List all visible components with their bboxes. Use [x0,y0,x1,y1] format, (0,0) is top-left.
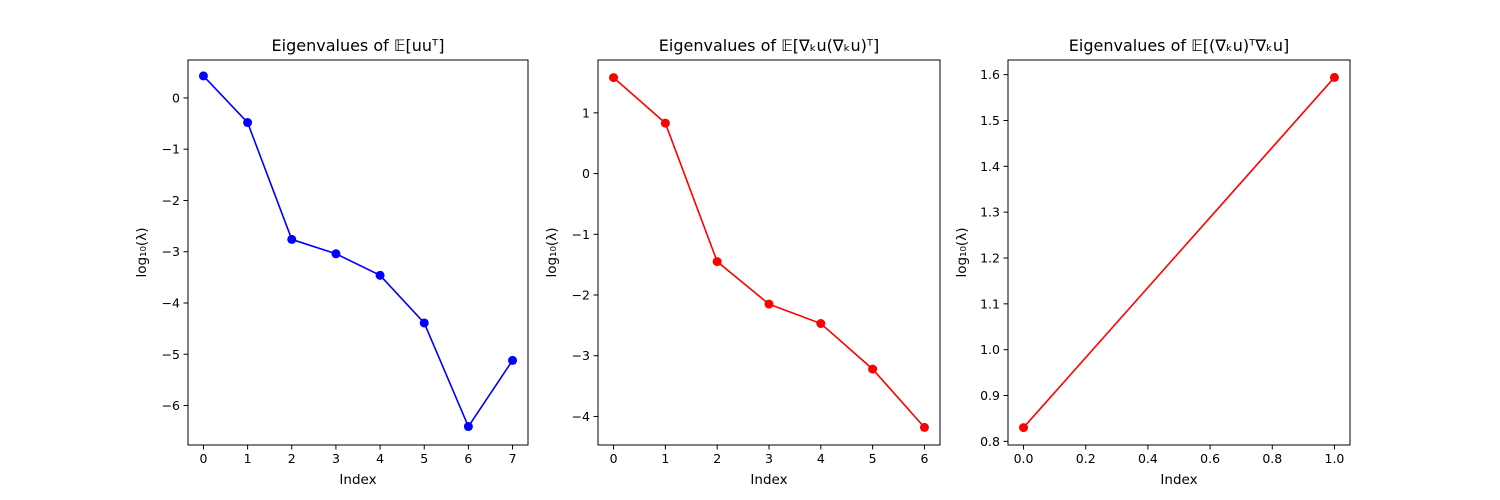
x-tick-label: 1.0 [1325,451,1345,466]
y-tick-label: −2 [162,193,180,208]
series-line [202,75,514,429]
y-tick-label: 0 [172,90,180,105]
data-point [463,422,473,432]
x-tick-label: 0.2 [1076,451,1096,466]
data-point [287,234,297,244]
plot-title: Eigenvalues of 𝔼[∇ₖu(∇ₖu)ᵀ] [659,36,879,55]
x-tick-label: 0.8 [1262,451,1282,466]
x-tick-label: 0.6 [1200,451,1220,466]
x-tick-label: 5 [869,451,877,466]
y-tick-label: 1 [582,105,590,120]
y-tick-label: 1.5 [980,113,1000,128]
y-tick-label: 1.1 [980,296,1000,311]
data-point [331,249,341,259]
x-tick-label: 2 [713,451,721,466]
y-tick-label: 1.2 [980,251,1000,266]
y-axis-label: log₁₀(λ) [954,228,970,278]
y-tick-label: 1.4 [980,159,1000,174]
x-tick-label: 4 [817,451,825,466]
x-tick-label: 2 [288,451,296,466]
y-tick-label: 0 [582,166,590,181]
x-tick-label: 3 [332,451,340,466]
series-line [1022,76,1336,429]
x-tick-label: 4 [376,451,384,466]
data-point [508,355,518,365]
y-tick-label: −2 [572,288,590,303]
y-axis-label: log₁₀(λ) [544,228,560,278]
axes-frame [187,59,529,446]
x-tick-label: 0.0 [1014,451,1034,466]
y-tick-label: −3 [162,244,180,259]
eigenvalues-uu-plot: Eigenvalues of 𝔼[uuᵀ] Index log₁₀(λ) 0 1 2… [134,36,529,488]
y-axis-label: log₁₀(λ) [134,228,150,278]
plot-title: Eigenvalues of 𝔼[(∇ₖu)ᵀ∇ₖu] [1069,36,1289,55]
data-point [198,71,208,81]
data-point [816,319,826,329]
plot-title: Eigenvalues of 𝔼[uuᵀ] [272,36,445,55]
y-tick-label: 1.3 [980,205,1000,220]
data-point [868,364,878,374]
x-tick-label: 3 [765,451,773,466]
y-tick-label: 0.9 [980,388,1000,403]
data-point [712,257,722,267]
data-point [660,118,670,128]
x-tick-label: 1 [661,451,669,466]
x-tick-label: 6 [920,451,928,466]
data-point [919,422,929,432]
eigenvalues-grad-outer-plot: Eigenvalues of 𝔼[∇ₖu(∇ₖu)ᵀ] Index log₁₀(… [544,36,941,488]
y-tick-label: −5 [162,347,180,362]
data-point [375,270,385,280]
eigenvalues-grad-inner-plot: Eigenvalues of 𝔼[(∇ₖu)ᵀ∇ₖu] Index log₁₀(… [954,36,1351,488]
x-axis-label: Index [750,472,787,488]
x-tick-label: 0 [610,451,618,466]
y-tick-label: −1 [572,227,590,242]
axes-frame [1007,59,1351,446]
y-tick-label: −3 [572,348,590,363]
y-tick-label: 1.0 [980,342,1000,357]
data-point [419,318,429,328]
x-axis-label: Index [339,472,376,488]
x-tick-label: 0 [199,451,207,466]
y-tick-label: 1.6 [980,67,1000,82]
y-tick-label: −1 [162,142,180,157]
x-tick-label: 0.4 [1138,451,1158,466]
data-point [1329,72,1339,82]
x-tick-label: 6 [464,451,472,466]
x-tick-label: 1 [244,451,252,466]
y-tick-label: 0.8 [980,434,1000,449]
x-tick-label: 5 [420,451,428,466]
data-point [1019,423,1029,433]
y-tick-label: −4 [572,409,590,424]
x-axis-label: Index [1160,472,1197,488]
y-tick-label: −4 [162,295,180,310]
data-point [609,73,619,83]
y-tick-label: −6 [162,398,180,413]
x-tick-label: 7 [509,451,517,466]
data-point [243,118,253,128]
data-point [764,299,774,309]
